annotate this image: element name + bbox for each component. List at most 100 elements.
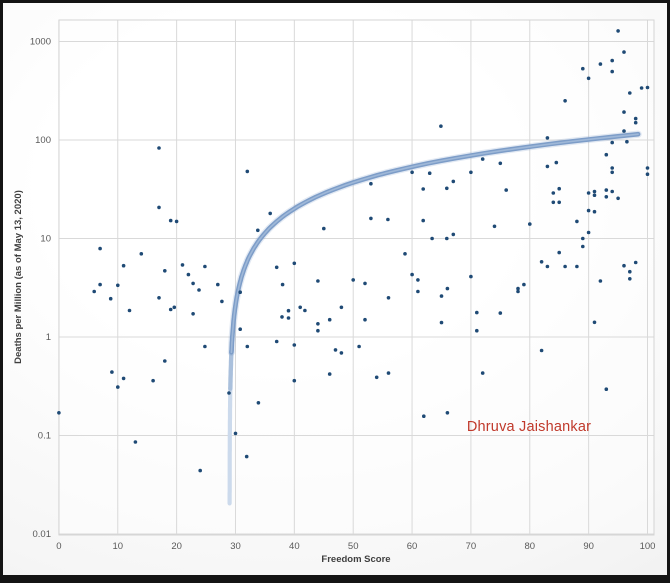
data-point bbox=[127, 308, 132, 313]
data-point bbox=[592, 320, 597, 325]
data-point bbox=[528, 222, 532, 226]
data-point bbox=[280, 315, 284, 319]
data-point bbox=[227, 391, 231, 395]
x-tick-label: 50 bbox=[348, 541, 359, 552]
data-point bbox=[430, 236, 434, 241]
data-point bbox=[628, 91, 632, 95]
trend-line bbox=[227, 130, 642, 506]
tick-labels: 0 10 20 30 40 50 60 70 80 90 100 1000 100 10 1 0.1 0.01 bbox=[30, 37, 656, 553]
y-axis-title: Deaths per Million (as of May 13, 2020) bbox=[13, 190, 24, 364]
data-point bbox=[363, 281, 367, 286]
data-point bbox=[469, 170, 473, 175]
plot-background bbox=[59, 20, 654, 535]
x-tick-label: 20 bbox=[171, 541, 182, 552]
data-point bbox=[557, 250, 561, 255]
data-point bbox=[622, 129, 626, 133]
data-point bbox=[322, 226, 326, 231]
data-point bbox=[191, 312, 195, 316]
data-point bbox=[255, 228, 260, 233]
data-point bbox=[116, 385, 120, 389]
data-point bbox=[586, 208, 591, 213]
data-point bbox=[604, 387, 609, 392]
data-point bbox=[522, 282, 526, 287]
data-point bbox=[498, 161, 503, 166]
data-point bbox=[174, 219, 179, 224]
data-point bbox=[545, 136, 550, 140]
data-point bbox=[469, 274, 473, 279]
trend-line-highlight bbox=[230, 133, 639, 354]
data-point bbox=[238, 327, 242, 332]
data-point bbox=[586, 191, 591, 195]
plot-area bbox=[59, 20, 654, 535]
y-tick-label: 100 bbox=[35, 135, 51, 146]
data-point bbox=[554, 160, 559, 165]
data-point bbox=[216, 282, 220, 287]
data-point bbox=[386, 296, 391, 300]
data-point bbox=[445, 286, 450, 291]
data-point bbox=[168, 307, 173, 312]
x-tick-label: 40 bbox=[289, 541, 300, 552]
data-point bbox=[57, 411, 61, 415]
y-tick-label: 1 bbox=[46, 332, 51, 343]
x-tick-label: 60 bbox=[407, 541, 418, 552]
y-tick-label: 0.01 bbox=[33, 529, 52, 540]
data-point bbox=[121, 263, 126, 268]
data-point bbox=[386, 371, 391, 375]
data-point bbox=[516, 286, 520, 291]
data-point bbox=[151, 378, 155, 383]
data-point bbox=[539, 348, 544, 353]
data-point bbox=[545, 164, 550, 169]
data-point bbox=[439, 294, 444, 298]
data-point bbox=[245, 169, 250, 174]
data-point bbox=[475, 310, 479, 315]
data-point bbox=[157, 146, 161, 150]
data-point bbox=[316, 328, 320, 333]
data-point bbox=[220, 299, 224, 304]
data-point bbox=[633, 116, 638, 121]
data-point bbox=[645, 85, 650, 90]
data-point bbox=[168, 218, 173, 223]
data-point bbox=[339, 351, 344, 355]
data-point bbox=[575, 264, 579, 269]
data-point bbox=[557, 186, 561, 191]
data-point bbox=[551, 200, 556, 205]
data-point bbox=[451, 232, 456, 237]
data-point bbox=[108, 296, 113, 301]
data-point bbox=[327, 317, 332, 322]
data-point bbox=[628, 277, 632, 281]
data-point bbox=[292, 378, 297, 383]
data-point bbox=[369, 181, 373, 186]
data-point bbox=[445, 411, 450, 415]
data-point bbox=[498, 311, 503, 315]
data-point bbox=[180, 263, 185, 267]
data-point bbox=[622, 50, 626, 54]
data-point bbox=[645, 172, 650, 176]
data-point bbox=[557, 200, 561, 205]
x-tick-label: 30 bbox=[230, 541, 241, 552]
data-point bbox=[551, 191, 556, 195]
data-point bbox=[197, 288, 201, 292]
data-point bbox=[586, 76, 591, 81]
data-point bbox=[386, 217, 390, 222]
data-point bbox=[256, 401, 261, 405]
data-point bbox=[191, 281, 195, 286]
data-point bbox=[274, 265, 279, 270]
data-point bbox=[581, 236, 585, 241]
data-point bbox=[333, 348, 338, 352]
data-point bbox=[628, 269, 632, 274]
data-point bbox=[592, 209, 597, 214]
data-point bbox=[639, 86, 644, 90]
data-point bbox=[516, 289, 520, 294]
data-point bbox=[439, 320, 444, 325]
x-tick-label: 70 bbox=[466, 541, 477, 552]
data-point bbox=[575, 219, 579, 224]
author-annotation: Dhruva Jaishankar bbox=[467, 419, 591, 435]
data-point bbox=[416, 278, 420, 282]
y-tick-label: 1000 bbox=[30, 37, 51, 48]
data-point bbox=[610, 58, 614, 63]
data-point bbox=[610, 140, 614, 145]
data-point bbox=[633, 260, 638, 265]
data-point bbox=[475, 328, 479, 333]
data-point bbox=[363, 317, 367, 322]
